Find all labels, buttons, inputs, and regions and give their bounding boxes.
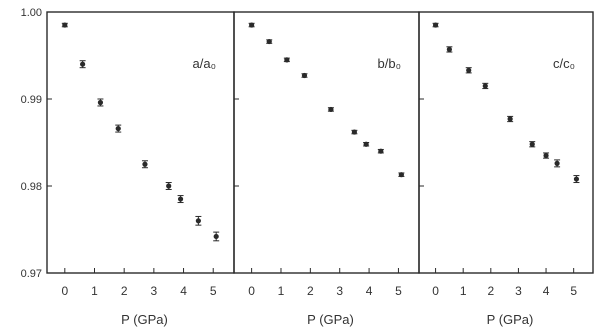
data-point — [573, 176, 580, 182]
panel-3-x-tick-label: 4 — [543, 284, 550, 298]
data-point — [529, 141, 535, 147]
panel-2-x-tick-label: 4 — [366, 284, 373, 298]
panel-2-label: b/b₀ — [378, 56, 401, 71]
panel-2-x-tick-label: 0 — [248, 284, 255, 298]
data-point — [543, 152, 549, 159]
panel-3-label: c/c₀ — [553, 56, 575, 71]
panel-1-x-tick-label: 4 — [180, 284, 187, 298]
panel-3-x-tick-label: 3 — [515, 284, 522, 298]
panel-3-x-axis-title: P (GPa) — [487, 312, 534, 327]
panel-1-x-tick-label: 3 — [151, 284, 158, 298]
panel-1-x-tick-label: 5 — [210, 284, 217, 298]
data-point — [213, 233, 219, 240]
panel-3-x-tick-label: 0 — [432, 284, 439, 298]
panel-1-x-tick-label: 1 — [91, 284, 98, 298]
data-point — [195, 218, 201, 224]
panel-1-x-axis-title: P (GPa) — [121, 312, 168, 327]
data-point — [249, 22, 255, 28]
y-tick-label: 0.99 — [21, 94, 42, 106]
data-point — [80, 61, 86, 67]
panel-3-x-tick-label: 5 — [570, 284, 577, 298]
data-point — [482, 83, 488, 89]
y-tick-label: 0.98 — [21, 181, 42, 193]
panel-1-x-tick-label: 2 — [121, 284, 128, 298]
panel-3-x-tick-label: 2 — [487, 284, 494, 298]
data-point — [446, 46, 452, 53]
panel-2-x-axis-title: P (GPa) — [307, 312, 354, 327]
data-point — [142, 161, 148, 167]
data-point — [432, 22, 439, 28]
data-point — [466, 67, 472, 73]
panel-2-x-tick-label: 2 — [307, 284, 314, 298]
panel-2-x-tick-label: 5 — [395, 284, 402, 298]
data-point — [363, 141, 369, 147]
data-point — [62, 22, 68, 28]
panel-2-frame — [233, 11, 420, 274]
data-point — [554, 160, 560, 166]
data-point — [115, 125, 121, 132]
data-point — [301, 72, 308, 79]
data-point — [328, 106, 334, 113]
panel-1-frame — [46, 11, 235, 274]
panel-3-x-tick-label: 1 — [460, 284, 467, 298]
data-point — [177, 196, 184, 202]
data-point — [351, 129, 357, 135]
panel-2-x-tick-label: 1 — [278, 284, 285, 298]
panel-1-x-tick-label: 0 — [61, 284, 68, 298]
y-tick-label: 1.00 — [21, 7, 42, 19]
data-point — [398, 172, 404, 178]
data-point — [266, 38, 272, 45]
panel-1-label: a/a₀ — [193, 56, 216, 71]
panel-2-x-tick-label: 3 — [336, 284, 343, 298]
panel-3-frame — [418, 11, 594, 274]
data-point — [284, 57, 290, 63]
y-tick-label: 0.97 — [21, 268, 42, 280]
data-point — [378, 148, 384, 154]
data-point — [97, 99, 104, 106]
data-point — [166, 183, 172, 189]
data-point — [507, 116, 513, 122]
